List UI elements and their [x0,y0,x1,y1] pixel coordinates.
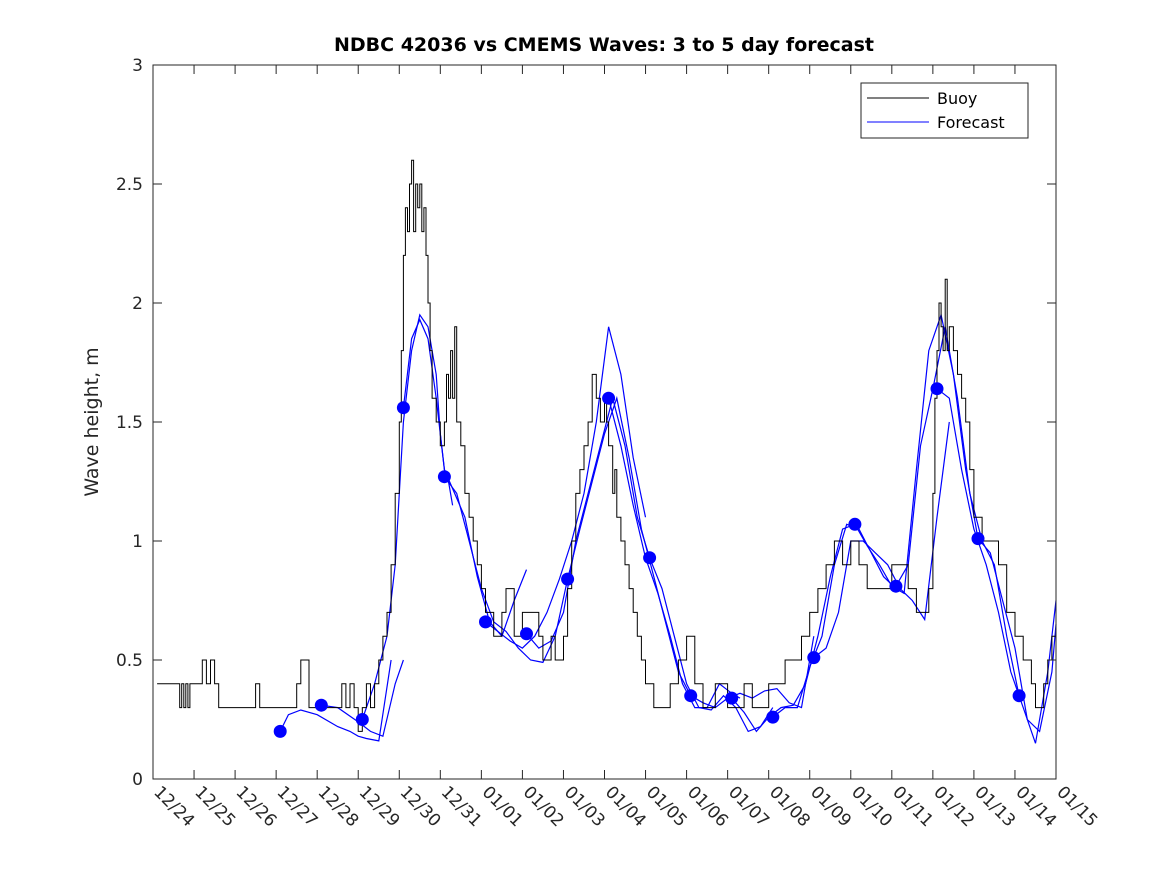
legend-box [860,82,1029,139]
forecast-line-6 [526,395,651,649]
forecast-marker [766,710,780,724]
y-tick-label: 0 [132,770,143,790]
y-tick-label: 2 [132,294,143,314]
forecast-line-14 [854,312,979,595]
chart-title: NDBC 42036 vs CMEMS Waves: 3 to 5 day fo… [334,34,874,56]
forecast-marker [396,401,410,415]
legend: Buoy Forecast [860,82,1029,139]
buoy-line [157,159,1057,732]
forecast-marker [520,627,533,641]
forecast-marker [314,698,328,712]
y-tick-label: 0.5 [116,651,143,671]
forecast-marker [479,615,492,629]
y-tick-label: 3 [132,56,143,76]
forecast-marker [930,382,944,396]
forecast-line-17 [977,538,1057,733]
forecast-marker [1012,689,1026,703]
legend-forecast-label: Forecast [937,113,1005,132]
forecast-line-9 [649,557,774,733]
forecast-marker [602,391,616,405]
forecast-line-15 [895,326,1020,696]
forecast-marker [971,532,985,546]
forecast-line-4 [443,476,569,664]
legend-buoy-label: Buoy [937,89,977,108]
forecast-line-5 [485,326,647,649]
y-tick-label: 1 [132,532,143,552]
forecast-marker [889,579,903,593]
forecast-line-8 [608,398,741,709]
y-axis: 0 0.5 1 1.5 2 2.5 3 [116,56,1056,790]
forecast-marker [437,470,451,484]
y-tick-label: 2.5 [116,175,143,195]
forecast-line-16 [936,388,1057,744]
forecast-marker [561,572,575,586]
forecast-marker [273,724,287,738]
forecast-line-13 [813,421,950,659]
y-tick-label: 1.5 [116,413,143,433]
forecast-marker [684,689,698,703]
data-layer [157,159,1057,744]
forecast-marker [807,651,821,665]
forecast-line-7 [567,395,692,696]
forecast-marker [643,551,657,565]
forecast-line-0 [279,659,392,742]
y-axis-label: Wave height, m [81,347,103,496]
forecast-marker [355,713,369,726]
forecast-marker [848,517,862,531]
forecast-marker [725,691,739,705]
